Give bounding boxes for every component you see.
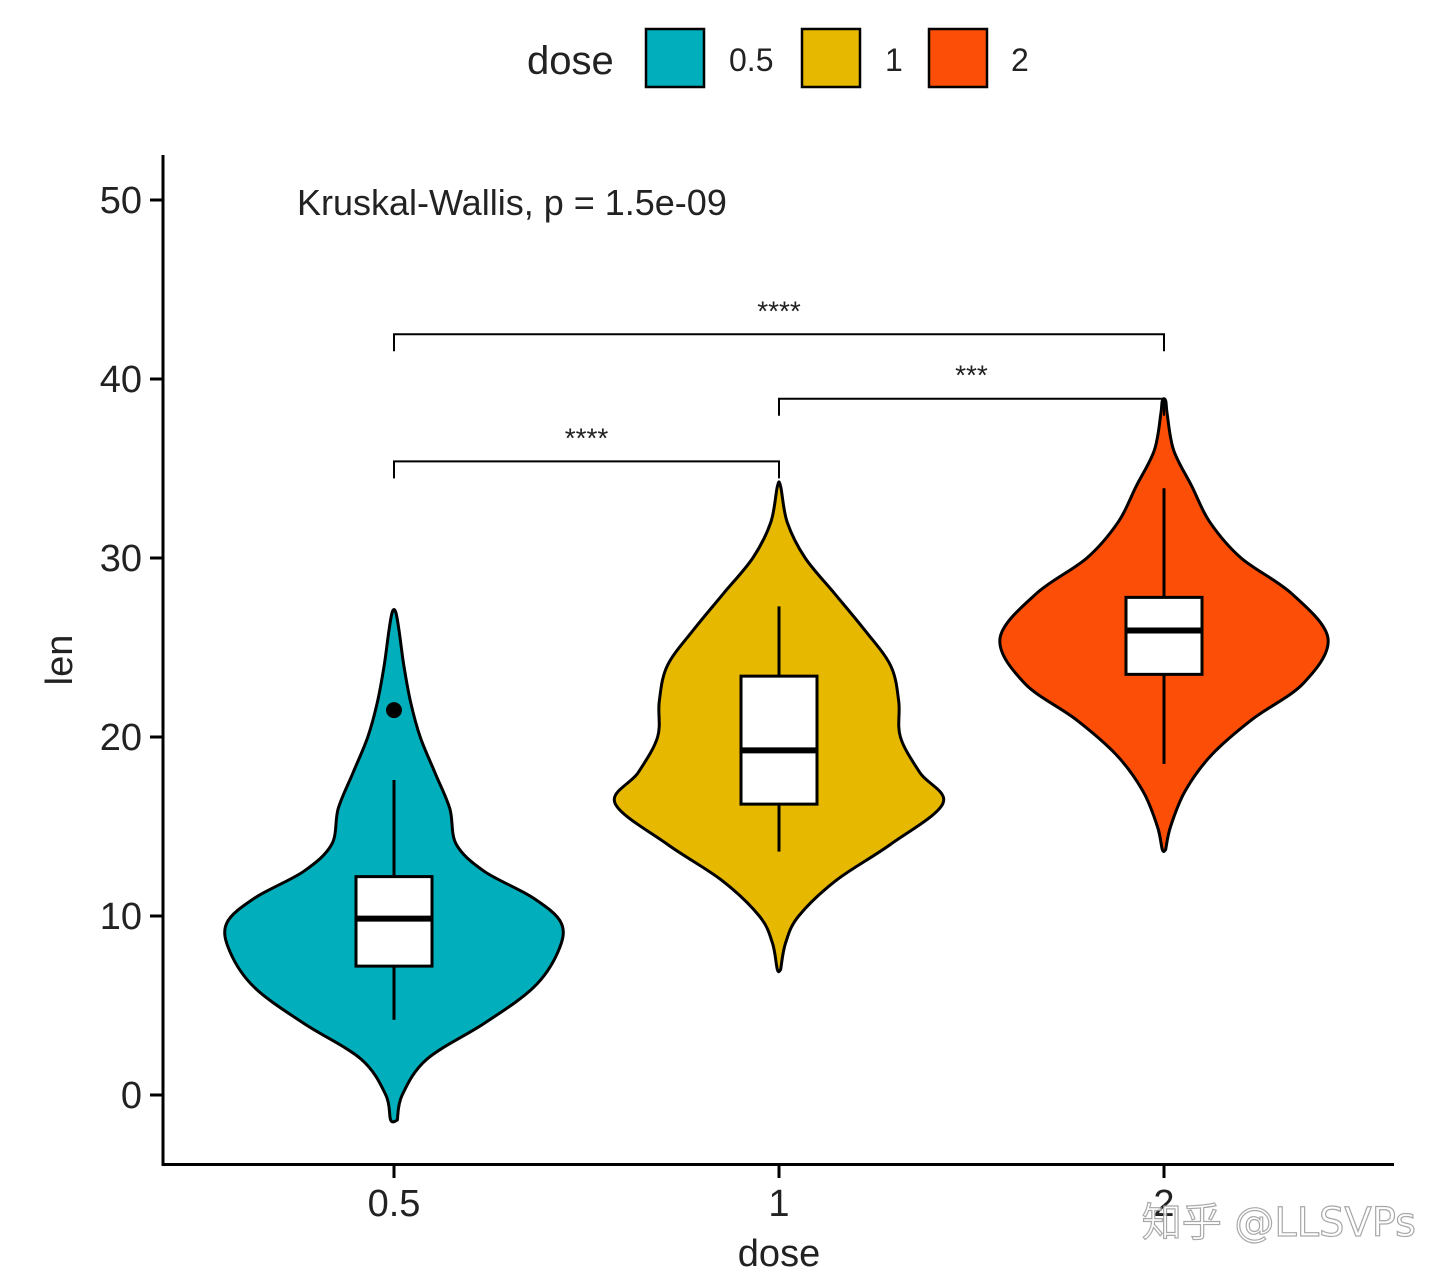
- legend-label-0-5: 0.5: [729, 42, 773, 78]
- comparison-0-5-vs-2: ****: [393, 295, 1165, 352]
- comparison-0-5-vs-1: ****: [393, 422, 780, 479]
- significance-label: ****: [565, 422, 609, 453]
- comparison-1-vs-2: ***: [778, 360, 1165, 416]
- box-iqr: [739, 674, 819, 806]
- watermark: 知乎 @LLSVPs: [1142, 1200, 1416, 1246]
- legend-label-1: 1: [885, 42, 903, 78]
- y-axis-title: len: [39, 635, 81, 686]
- outlier-point: [386, 702, 402, 719]
- x-axis-title: dose: [738, 1233, 820, 1275]
- x-ticks: 0.5 1 2: [368, 1164, 1175, 1225]
- y-tick-label-50: 50: [100, 180, 142, 222]
- bracket-line: [393, 333, 1165, 352]
- boxplots: [354, 488, 1204, 1020]
- bracket-line: [778, 397, 1165, 416]
- significance-label: ****: [757, 295, 801, 326]
- significance-label: ***: [955, 360, 988, 391]
- bracket-line: [393, 460, 780, 479]
- y-tick-label-10: 10: [100, 896, 142, 938]
- y-ticks: 0 10 20 30 40 50: [100, 180, 163, 1117]
- boxplot-dose-0-5: [354, 702, 434, 1020]
- box-iqr: [1124, 595, 1204, 676]
- legend-swatch-0-5: [644, 27, 706, 89]
- y-tick-label-40: 40: [100, 359, 142, 401]
- x-tick-label-1: 1: [768, 1183, 789, 1225]
- boxplot-dose-1: [739, 606, 819, 852]
- legend-swatch-2: [927, 27, 989, 89]
- legend-label-2: 2: [1011, 42, 1029, 78]
- legend-title: dose: [527, 39, 614, 83]
- x-tick-label-2: 2: [1153, 1183, 1174, 1225]
- kruskal-wallis-label: Kruskal-Wallis, p = 1.5e-09: [297, 182, 727, 223]
- x-tick-label-0-5: 0.5: [368, 1183, 421, 1225]
- y-tick-label-0: 0: [121, 1075, 142, 1117]
- y-tick-label-30: 30: [100, 538, 142, 580]
- y-tick-label-20: 20: [100, 717, 142, 759]
- boxplot-dose-2: [1124, 488, 1204, 764]
- legend-swatch-1: [800, 27, 862, 89]
- legend: dose 0.5 1 2: [527, 27, 1029, 89]
- significance-brackets: ***********: [393, 295, 1165, 479]
